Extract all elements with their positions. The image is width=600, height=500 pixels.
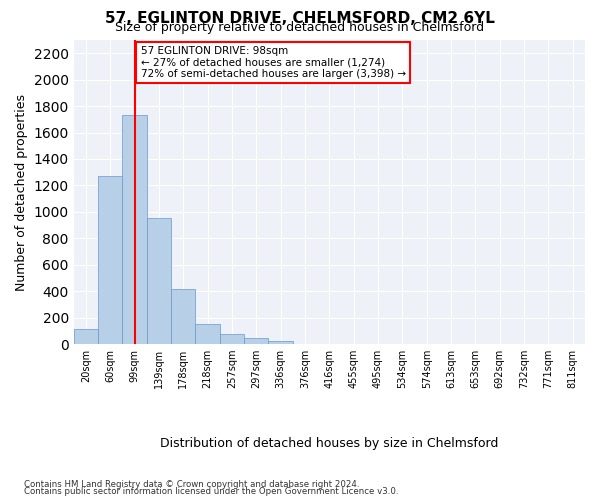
Bar bbox=[196, 324, 220, 344]
Text: Contains public sector information licensed under the Open Government Licence v3: Contains public sector information licen… bbox=[24, 487, 398, 496]
Bar bbox=[244, 338, 268, 344]
Text: Size of property relative to detached houses in Chelmsford: Size of property relative to detached ho… bbox=[115, 22, 485, 35]
X-axis label: Distribution of detached houses by size in Chelmsford: Distribution of detached houses by size … bbox=[160, 437, 499, 450]
Bar bbox=[122, 116, 147, 344]
Bar bbox=[147, 218, 171, 344]
Bar bbox=[98, 176, 122, 344]
Y-axis label: Number of detached properties: Number of detached properties bbox=[15, 94, 28, 290]
Bar bbox=[220, 334, 244, 344]
Bar bbox=[171, 289, 196, 344]
Text: 57 EGLINTON DRIVE: 98sqm
← 27% of detached houses are smaller (1,274)
72% of sem: 57 EGLINTON DRIVE: 98sqm ← 27% of detach… bbox=[140, 46, 406, 79]
Text: 57, EGLINTON DRIVE, CHELMSFORD, CM2 6YL: 57, EGLINTON DRIVE, CHELMSFORD, CM2 6YL bbox=[105, 11, 495, 26]
Bar bbox=[74, 330, 98, 344]
Bar bbox=[268, 340, 293, 344]
Text: Contains HM Land Registry data © Crown copyright and database right 2024.: Contains HM Land Registry data © Crown c… bbox=[24, 480, 359, 489]
